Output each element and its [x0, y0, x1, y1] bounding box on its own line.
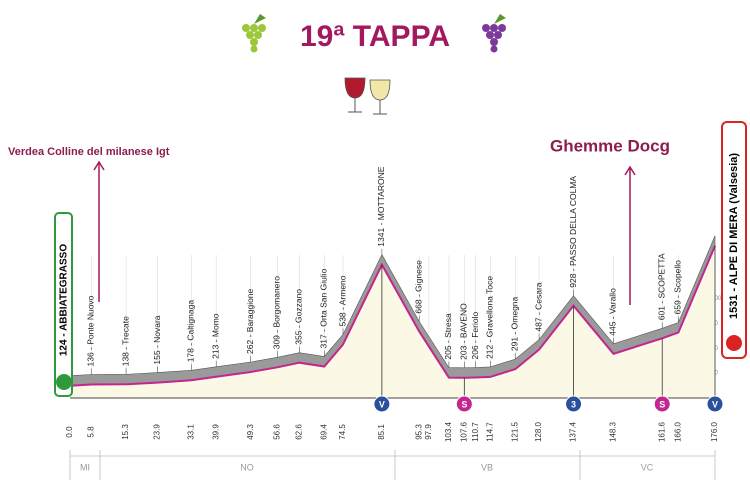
x-tick-label: 15.3: [121, 424, 130, 440]
place-label: 205 - Stresa: [443, 313, 453, 360]
marker-label: V: [379, 399, 385, 409]
x-tick-label: 161.6: [657, 421, 666, 442]
x-tick-label: 107.6: [459, 421, 468, 442]
x-tick-label: 114.7: [485, 422, 494, 442]
x-tick-label: 49.3: [246, 424, 255, 440]
place-label: 155 - Novara: [152, 315, 162, 364]
x-tick-label: 137.4: [569, 421, 578, 442]
place-label: 659 - Scopello: [673, 260, 683, 315]
place-label: 178 - Caltignaga: [186, 300, 196, 363]
x-tick-label: 128.0: [534, 421, 543, 442]
x-tick-label: 74.5: [338, 424, 347, 440]
place-label: 538 - Armeno: [337, 275, 347, 326]
finish-label: 1531 - ALPE DI MERA (Valsesia): [728, 153, 740, 319]
x-tick-label: 148.3: [609, 421, 618, 442]
place-label: 928 - PASSO DELLA COLMA: [568, 176, 578, 288]
profile-area: [70, 245, 715, 398]
chart-title: 19ª TAPPA: [300, 20, 450, 53]
marker-label: S: [461, 399, 467, 409]
x-tick-label: 39.9: [211, 424, 220, 440]
x-tick-label: 0.0: [65, 426, 74, 438]
finish-icon: [726, 335, 742, 351]
annotation-arrows: [93, 160, 636, 305]
place-label: 138 - Trecate: [120, 316, 130, 366]
place-label: 601 - SCOPETTA: [656, 253, 666, 320]
profile-line: [69, 245, 716, 387]
marker: [706, 395, 724, 413]
x-tick-label: 176.0: [710, 421, 719, 442]
x-tick-label: 56.6: [273, 424, 282, 440]
annotation: Ghemme Docg: [550, 136, 670, 155]
place-label: 1341 - MOTTARONE: [376, 166, 386, 246]
x-tick-label: 33.1: [186, 424, 195, 440]
marker: [455, 395, 473, 413]
place-label: 206 - Feriolo: [470, 312, 480, 360]
region-label: VC: [641, 462, 654, 472]
marker: [653, 395, 671, 413]
x-tick-label: 121.5: [510, 421, 519, 442]
x-tick-label: 62.6: [295, 424, 304, 440]
place-label: 445 - Varallo: [608, 288, 618, 336]
purple-grapes: [482, 14, 506, 53]
place-label: 213 - Momo: [210, 313, 220, 359]
marker: [565, 395, 583, 413]
x-tick-label: 85.1: [377, 424, 386, 440]
x-tick-label: 110.7: [471, 422, 480, 442]
annotation: Verdea Colline del milanese Igt: [8, 146, 170, 158]
marker: [373, 395, 391, 413]
place-label: 262 - Baraggione: [245, 288, 255, 353]
region-label: NO: [240, 462, 254, 472]
x-tick-label: 69.4: [319, 424, 328, 440]
marker-label: S: [659, 399, 665, 409]
plot: 0.0 5.8 15.3 23.9 33.1 39.9 49.3 56.6 62.6 69.4 74…: [54, 121, 747, 480]
place-label: 355 - Gozzano: [294, 289, 304, 345]
x-tick-label: 97.9: [424, 424, 433, 440]
place-label: 291 - Omegna: [510, 296, 520, 351]
place-label: 317 - Orta San Giulio: [319, 268, 329, 348]
place-label: 136 - Ponte Nuovo: [86, 295, 96, 366]
marker-label: 3: [571, 399, 576, 409]
x-tick-label: 95.3: [414, 424, 423, 440]
place-label: 212 - Gravellona Toce: [485, 276, 495, 359]
wine-glasses: [344, 77, 391, 115]
start-icon: [56, 374, 72, 390]
x-tick-label: 166.0: [673, 421, 682, 442]
place-label: 668 - Gignese: [414, 260, 424, 314]
place-label: 487 - Cesara: [533, 282, 543, 331]
finish-box: [721, 121, 747, 359]
start-box: [54, 212, 73, 397]
start-label: 124 - ABBIATEGRASSO: [59, 244, 70, 356]
green-grapes: [242, 14, 266, 53]
region-label: VB: [481, 462, 493, 472]
region-label: MI: [80, 462, 90, 472]
x-tick-label: 103.4: [444, 421, 453, 442]
place-label: 203 - BAVENO: [459, 303, 469, 360]
x-tick-label: 5.8: [86, 426, 95, 438]
x-tick-label: 23.9: [153, 424, 162, 440]
place-label: 309 - Borgomanero: [272, 276, 282, 350]
marker-label: V: [712, 399, 718, 409]
